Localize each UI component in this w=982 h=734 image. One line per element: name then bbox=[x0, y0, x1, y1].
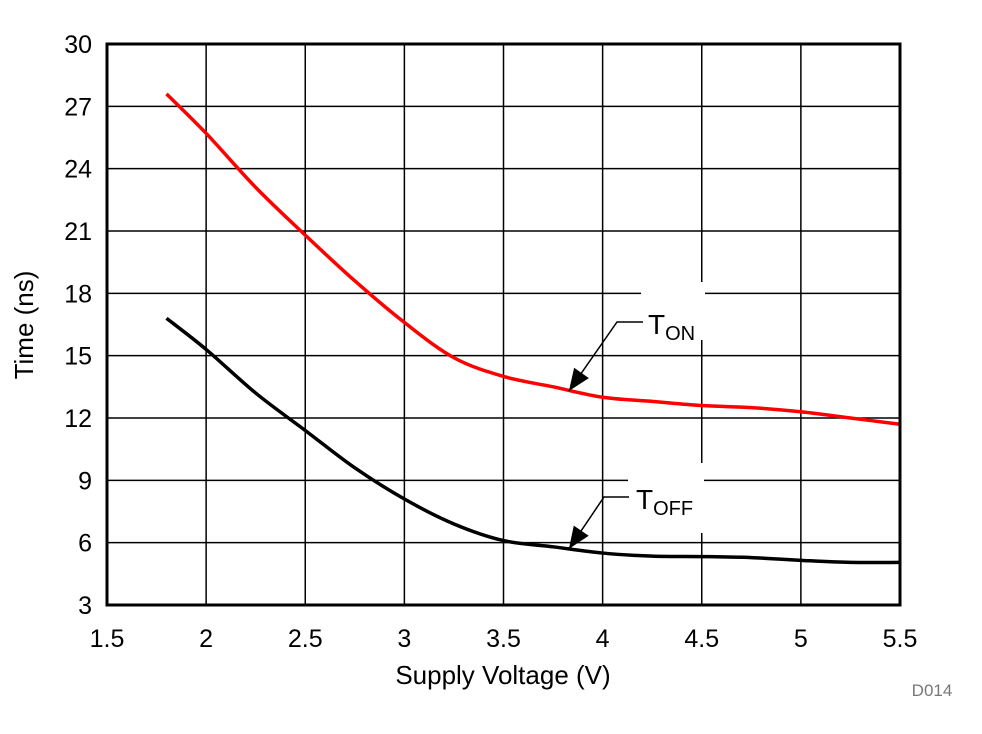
y-tick-label: 6 bbox=[78, 530, 92, 558]
series-line-ton bbox=[165, 92, 901, 426]
annotation-on: TON bbox=[568, 309, 695, 392]
annotation-main: T bbox=[636, 484, 653, 515]
y-tick-label: 30 bbox=[64, 31, 92, 59]
annotation-off: TOFF bbox=[568, 484, 693, 550]
y-tick-label: 12 bbox=[64, 405, 92, 433]
annotation-backgrounds bbox=[628, 282, 705, 533]
plot-frame bbox=[105, 42, 902, 607]
y-tick-label: 27 bbox=[64, 93, 92, 121]
x-axis-label: Supply Voltage (V) bbox=[395, 660, 610, 690]
series-line-toff bbox=[165, 316, 901, 565]
x-tick-label: 5.5 bbox=[883, 625, 918, 653]
x-tick-label: 2 bbox=[199, 625, 213, 653]
annotation-bg-toff bbox=[628, 463, 704, 533]
annotation-subscript: ON bbox=[665, 323, 695, 345]
annotation-leader-line bbox=[568, 321, 643, 392]
y-tick-label: 3 bbox=[78, 592, 92, 620]
y-tick-label: 21 bbox=[64, 218, 92, 246]
x-tick-label: 3 bbox=[397, 625, 411, 653]
grid bbox=[106, 43, 901, 606]
x-tick-label: 2.5 bbox=[288, 625, 323, 653]
y-tick-label: 18 bbox=[64, 280, 92, 308]
y-tick-labels: 3 6 9 12 15 18 21 24 27 30 bbox=[64, 31, 92, 620]
y-tick-label: 15 bbox=[64, 343, 92, 371]
x-tick-label: 1.5 bbox=[90, 625, 125, 653]
annotation-label: TOFF bbox=[636, 484, 693, 520]
x-tick-labels: 1.5 2 2.5 3 3.5 4 4.5 5 5.5 bbox=[90, 625, 918, 653]
x-tick-label: 5 bbox=[794, 625, 808, 653]
x-tick-label: 3.5 bbox=[486, 625, 521, 653]
x-tick-label: 4.5 bbox=[684, 625, 719, 653]
y-tick-label: 9 bbox=[78, 467, 92, 495]
annotation-main: T bbox=[648, 309, 665, 340]
arrowhead-icon bbox=[568, 525, 589, 549]
annotation-subscript: OFF bbox=[653, 498, 693, 520]
figure-id: D014 bbox=[912, 681, 953, 700]
annotation-label: TON bbox=[648, 309, 695, 345]
annotation-bg-ton bbox=[641, 282, 705, 340]
x-tick-label: 4 bbox=[596, 625, 610, 653]
y-tick-label: 24 bbox=[64, 156, 92, 184]
series-lines bbox=[165, 92, 901, 565]
y-axis-label: Time (ns) bbox=[9, 271, 39, 380]
arrowhead-icon bbox=[568, 367, 589, 391]
